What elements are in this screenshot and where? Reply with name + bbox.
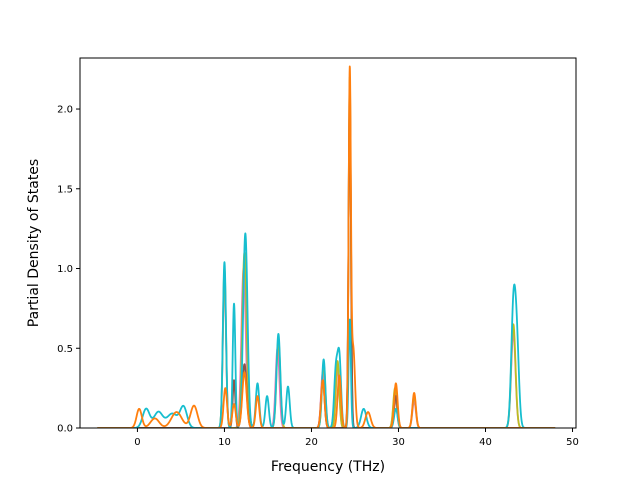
plot-area-frame <box>79 57 577 429</box>
series-layer <box>96 65 556 428</box>
y-axis: 0.0 0.5 1.0 1.5 2.0 <box>57 105 80 435</box>
x-tick-label: 10 <box>218 437 231 448</box>
x-tick-label: 30 <box>392 437 405 448</box>
x-tick-label: 20 <box>305 437 318 448</box>
y-axis-label: Partial Density of States <box>26 159 42 327</box>
y-tick-label: 1.0 <box>57 264 73 275</box>
y-tick-label: 1.5 <box>57 184 73 195</box>
x-tick-label: 40 <box>479 437 492 448</box>
pdos-series-line <box>96 65 556 428</box>
x-tick-label: 50 <box>566 437 579 448</box>
x-axis-label: Frequency (THz) <box>271 459 385 475</box>
x-axis: 0 10 20 30 40 50 <box>134 428 579 448</box>
y-tick-label: 0.5 <box>57 344 73 355</box>
y-tick-label: 2.0 <box>57 105 73 116</box>
y-tick-label: 0.0 <box>57 424 73 435</box>
x-tick-label: 0 <box>134 437 140 448</box>
